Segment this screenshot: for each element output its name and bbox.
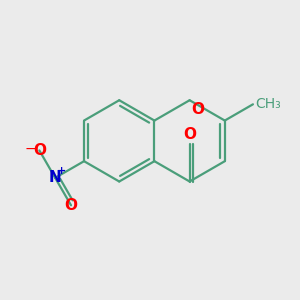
Text: O: O [191, 102, 204, 117]
Text: −: − [25, 142, 36, 156]
Text: O: O [64, 198, 77, 213]
Text: N: N [49, 170, 61, 185]
Text: +: + [57, 167, 66, 176]
Text: O: O [183, 127, 196, 142]
Text: O: O [33, 143, 46, 158]
Text: CH₃: CH₃ [255, 97, 281, 111]
